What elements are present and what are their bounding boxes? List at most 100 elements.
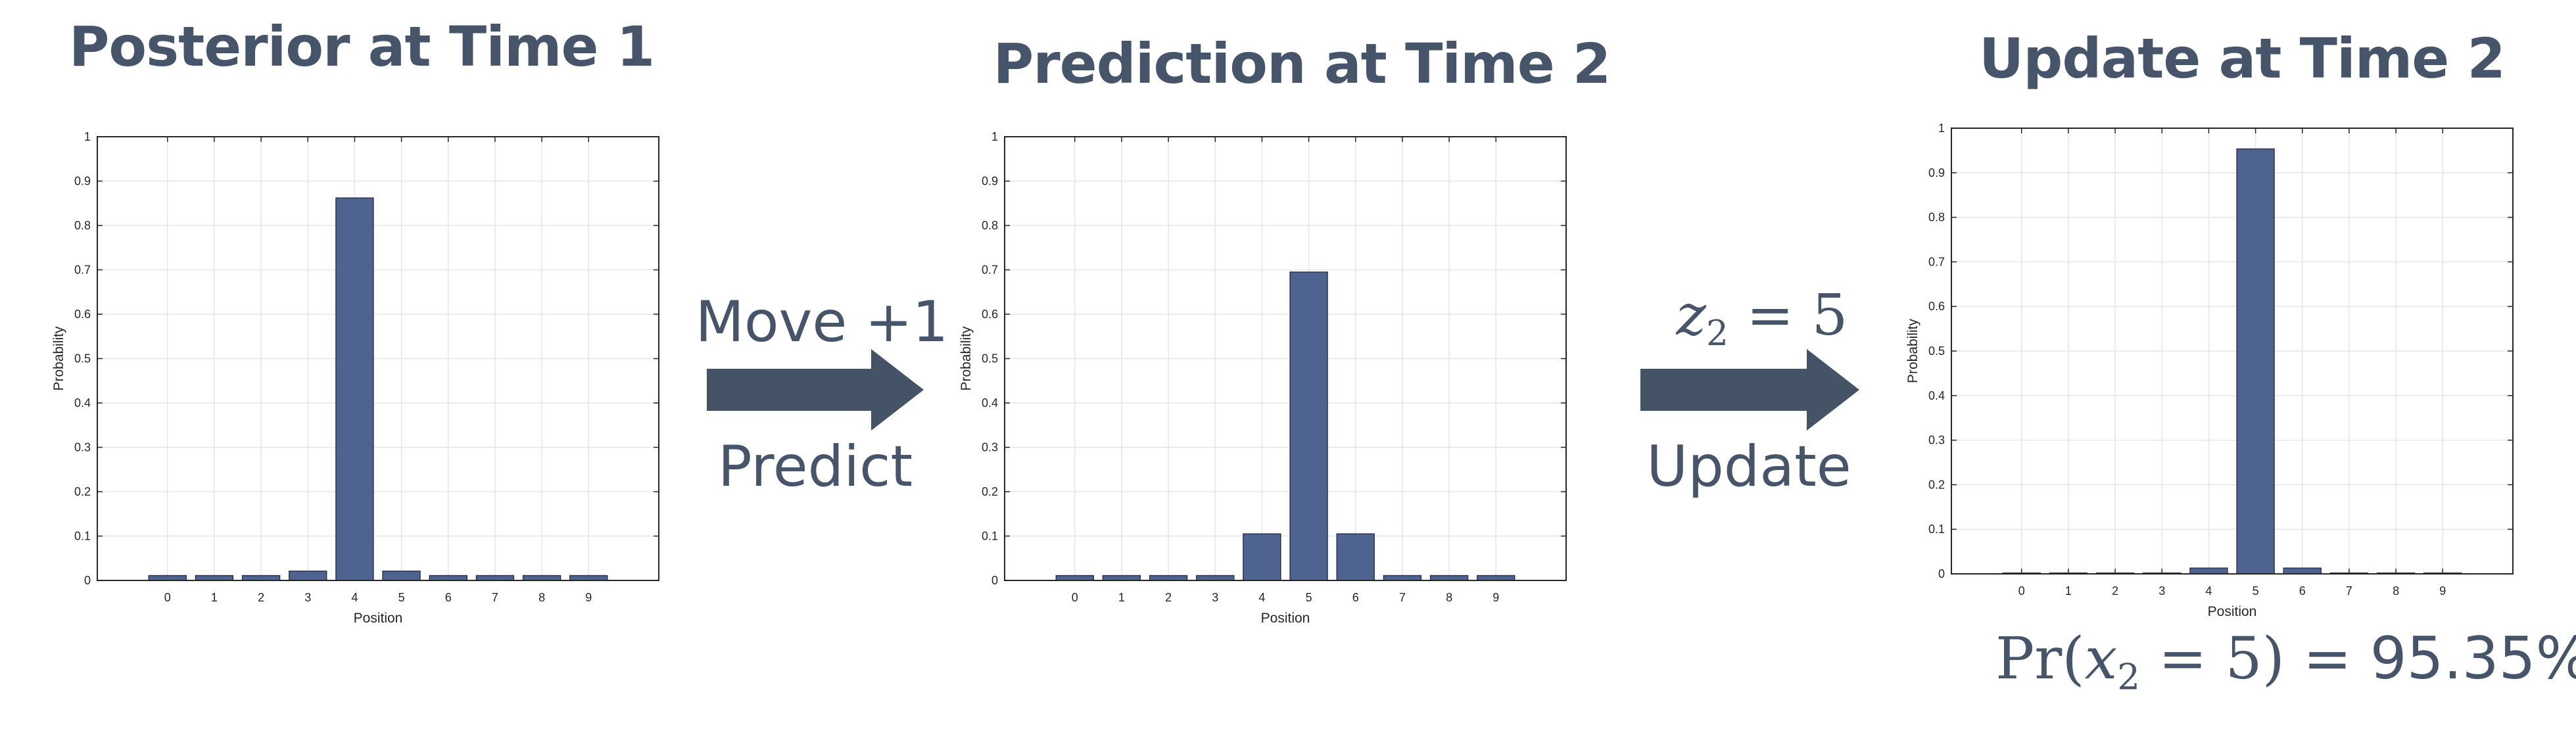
- measurement-var: z: [1676, 283, 1706, 348]
- x-tick-label: 3: [1212, 591, 1218, 604]
- chart-title-prediction: Prediction at Time 2: [993, 32, 1611, 96]
- bar: [148, 575, 187, 581]
- y-tick-label: 0.7: [1928, 255, 1945, 268]
- bar: [1102, 575, 1141, 581]
- x-tick-label: 1: [2065, 584, 2072, 598]
- axes-box: [1951, 128, 2514, 575]
- x-tick-label: 7: [2346, 584, 2352, 598]
- bar: [1149, 575, 1188, 581]
- predict-label: Predict: [717, 434, 913, 500]
- y-tick-label: 1: [84, 130, 91, 143]
- predict-arrow: [707, 349, 924, 431]
- y-tick-label: 0.8: [1928, 211, 1945, 224]
- axes-box: [97, 136, 659, 581]
- y-tick-label: 0: [991, 574, 998, 587]
- result-sub: 2: [2117, 655, 2140, 698]
- bar: [241, 575, 281, 581]
- measurement-label: z2 = 5: [1624, 283, 1900, 354]
- x-tick-label: 1: [1118, 591, 1125, 604]
- bar: [335, 197, 374, 581]
- x-tick-label: 7: [492, 591, 498, 604]
- x-tick-label: 5: [1306, 591, 1312, 604]
- bar: [1243, 533, 1281, 581]
- x-tick-label: 0: [164, 591, 171, 604]
- y-tick-label: 0.7: [74, 264, 91, 277]
- bar: [195, 575, 234, 581]
- y-axis-label: Probability: [959, 326, 974, 391]
- x-tick-label: 7: [1399, 591, 1406, 604]
- bar: [1383, 575, 1422, 581]
- result-prefix: Pr(: [1995, 624, 2085, 692]
- x-axis-label: Position: [354, 611, 403, 626]
- bar: [2283, 567, 2322, 575]
- bar: [1055, 575, 1094, 581]
- y-tick-label: 0.5: [74, 352, 91, 365]
- bar: [289, 571, 327, 581]
- x-tick-label: 9: [2439, 584, 2446, 598]
- x-tick-label: 6: [445, 591, 452, 604]
- x-axis-label: Position: [1261, 611, 1310, 626]
- y-axis-label: Probability: [1905, 318, 1920, 383]
- x-tick-label: 2: [1165, 591, 1172, 604]
- y-tick-label: 0.9: [982, 175, 998, 188]
- y-tick-label: 0.5: [982, 352, 998, 365]
- x-tick-label: 5: [398, 591, 405, 604]
- y-tick-label: 0.1: [1928, 523, 1945, 536]
- x-tick-label: 8: [1446, 591, 1452, 604]
- x-tick-label: 4: [1258, 591, 1265, 604]
- x-tick-label: 3: [304, 591, 311, 604]
- axes-box: [1004, 136, 1567, 581]
- chart-title-posterior: Posterior at Time 1: [68, 14, 655, 79]
- x-tick-label: 2: [258, 591, 264, 604]
- y-tick-label: 1: [991, 130, 998, 143]
- bar: [429, 575, 467, 581]
- y-tick-label: 0.3: [982, 441, 998, 454]
- y-tick-label: 0.4: [1928, 389, 1945, 402]
- x-tick-label: 0: [1072, 591, 1078, 604]
- x-tick-label: 8: [2393, 584, 2399, 598]
- move-label: Move +1: [695, 289, 949, 355]
- bar: [522, 575, 561, 581]
- x-tick-label: 8: [538, 591, 545, 604]
- y-tick-label: 0.1: [982, 530, 998, 543]
- bar: [1289, 271, 1328, 581]
- x-tick-label: 3: [2159, 584, 2165, 598]
- y-tick-label: 0.3: [74, 441, 91, 454]
- y-tick-label: 0.5: [1928, 344, 1945, 358]
- update-arrow: [1640, 349, 1859, 431]
- y-tick-label: 0.4: [982, 396, 998, 410]
- y-tick-label: 0.4: [74, 396, 91, 410]
- x-tick-label: 9: [585, 591, 592, 604]
- y-tick-label: 1: [1938, 122, 1945, 135]
- y-axis-label: Probability: [51, 326, 66, 391]
- result-var: x: [2084, 624, 2118, 692]
- measurement-rhs: = 5: [1746, 283, 1848, 348]
- bar: [569, 575, 608, 581]
- y-tick-label: 0.6: [74, 308, 91, 321]
- bar: [1336, 533, 1375, 581]
- y-tick-label: 0.9: [1928, 166, 1945, 179]
- x-tick-label: 2: [2112, 584, 2118, 598]
- x-tick-label: 6: [1352, 591, 1359, 604]
- y-tick-label: 0.7: [982, 264, 998, 277]
- y-tick-label: 0.2: [982, 485, 998, 498]
- y-tick-label: 0.2: [1928, 478, 1945, 491]
- y-tick-label: 0.2: [74, 485, 91, 498]
- y-tick-label: 0.9: [74, 175, 91, 188]
- y-tick-label: 0.8: [982, 219, 998, 232]
- y-tick-label: 0: [84, 574, 91, 587]
- y-tick-label: 0.6: [982, 308, 998, 321]
- x-tick-label: 4: [351, 591, 358, 604]
- result-probability: Pr(x2 = 5) = 95.35%: [1995, 624, 2576, 697]
- y-tick-label: 0: [1938, 567, 1945, 580]
- measurement-sub: 2: [1705, 312, 1729, 354]
- bar: [2189, 567, 2228, 575]
- bar: [1429, 575, 1469, 581]
- result-value: = 95.35%: [2284, 624, 2576, 692]
- bar: [382, 571, 421, 581]
- bar: [2236, 148, 2275, 575]
- x-tick-label: 0: [2018, 584, 2025, 598]
- y-tick-label: 0.1: [74, 530, 91, 543]
- bar: [475, 575, 515, 581]
